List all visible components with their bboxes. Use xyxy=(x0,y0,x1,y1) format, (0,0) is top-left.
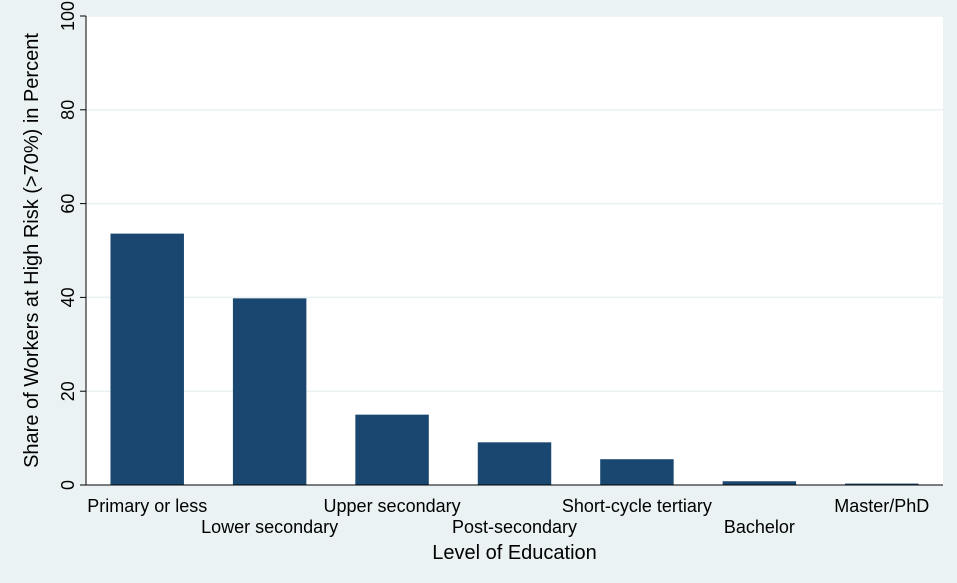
plot-area xyxy=(86,16,943,485)
y-axis-title: Share of Workers at High Risk (>70%) in … xyxy=(21,33,43,468)
bar-2 xyxy=(232,298,307,485)
x-category-label: Upper secondary xyxy=(324,496,461,516)
x-category-label: Post-secondary xyxy=(452,517,577,537)
bar-6 xyxy=(722,481,797,485)
x-category-label: Bachelor xyxy=(724,517,795,537)
x-category-label: Master/PhD xyxy=(834,496,929,516)
y-tick-label: 20 xyxy=(58,381,78,401)
y-tick-label: 100 xyxy=(58,1,78,31)
gridlines xyxy=(86,15,943,392)
y-tick-label: 60 xyxy=(58,194,78,214)
y-tick-label: 40 xyxy=(58,287,78,307)
bar-5 xyxy=(600,459,674,485)
bar-7 xyxy=(845,483,919,485)
x-axis-title: Level of Education xyxy=(432,542,597,564)
x-category-label: Lower secondary xyxy=(201,517,338,537)
y-axis-ticks: 0 20 40 60 80 100 xyxy=(58,1,86,490)
x-category-label: Primary or less xyxy=(87,496,207,516)
y-tick-label: 80 xyxy=(58,100,78,120)
bar-1 xyxy=(110,233,184,485)
y-tick-label: 0 xyxy=(58,480,78,490)
bar-3 xyxy=(355,414,429,485)
x-category-label: Short-cycle tertiary xyxy=(562,496,712,516)
bars xyxy=(110,233,919,485)
bar-4 xyxy=(477,442,552,485)
